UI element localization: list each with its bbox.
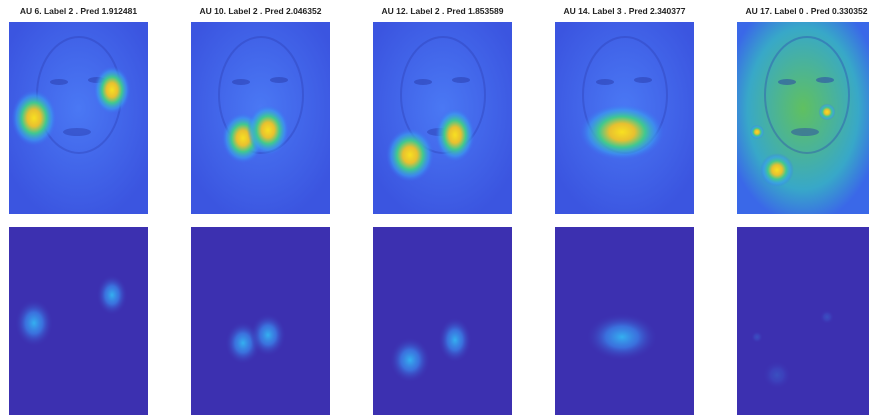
heatmap-overlay — [555, 22, 694, 214]
panel-title: AU 14. Label 3 . Pred 2.340377 — [564, 6, 686, 16]
activation-blob — [819, 104, 836, 121]
heatmap-overlay — [373, 22, 512, 214]
panel-title: AU 10. Label 2 . Pred 2.046352 — [200, 6, 322, 16]
activation-map — [737, 227, 869, 415]
eye — [778, 79, 796, 85]
figure: AU 6. Label 2 . Pred 1.912481 AU 10. Labe… — [0, 0, 869, 415]
eye — [596, 79, 614, 85]
activation-blob — [390, 337, 431, 383]
eye — [414, 79, 432, 85]
panel-title: AU 17. Label 0 . Pred 0.330352 — [746, 6, 868, 16]
activation-map — [373, 227, 512, 415]
activation-blob — [750, 125, 764, 139]
mouth — [791, 128, 819, 136]
activation-map — [191, 227, 330, 415]
activation-map — [9, 227, 148, 415]
activation-blob — [763, 361, 792, 390]
activation-blob — [386, 128, 434, 181]
activation-blob — [96, 275, 127, 316]
image-background — [737, 22, 869, 214]
eye — [270, 77, 288, 83]
eye — [452, 77, 470, 83]
activation-blob — [15, 299, 53, 347]
activation-blob — [435, 108, 474, 161]
heatmap-overlay — [737, 22, 869, 214]
map-background — [373, 227, 512, 415]
eye — [50, 79, 68, 85]
activation-blob — [94, 66, 130, 114]
activation-blob — [820, 310, 834, 324]
eye — [232, 79, 250, 85]
panel-title: AU 6. Label 2 . Pred 1.912481 — [20, 6, 137, 16]
heatmap-overlay — [191, 22, 330, 214]
eye — [634, 77, 652, 83]
activation-blob — [12, 90, 57, 146]
eye — [816, 77, 834, 83]
panel-title: AU 12. Label 2 . Pred 1.853589 — [382, 6, 504, 16]
map-background — [737, 227, 869, 415]
activation-blob — [586, 313, 658, 361]
mouth — [63, 128, 91, 136]
activation-blob — [751, 331, 763, 343]
activation-blob — [760, 153, 794, 187]
heatmap-overlay — [9, 22, 148, 214]
activation-blob — [438, 317, 472, 363]
activation-blob — [250, 313, 286, 356]
activation-blob — [247, 105, 289, 155]
activation-map — [555, 227, 694, 415]
activation-blob — [580, 104, 664, 160]
